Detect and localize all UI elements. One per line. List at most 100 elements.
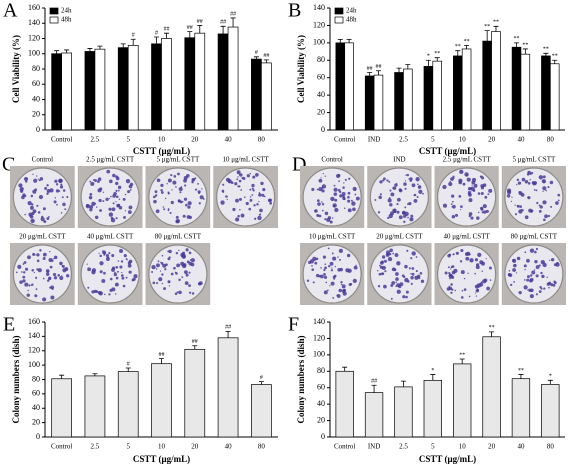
colony xyxy=(451,215,456,219)
colony xyxy=(378,272,382,276)
colony xyxy=(379,193,382,196)
colony xyxy=(236,170,241,175)
colony xyxy=(402,295,406,299)
colony xyxy=(530,209,534,213)
colony xyxy=(22,279,26,283)
colony xyxy=(179,191,182,194)
colony xyxy=(64,267,69,271)
colony xyxy=(42,252,47,257)
colony xyxy=(167,208,170,211)
colony xyxy=(124,210,127,212)
significance-label: ** xyxy=(522,42,528,48)
error-bar xyxy=(154,36,160,44)
colony xyxy=(102,200,105,203)
colony xyxy=(352,186,357,191)
x-tick-label: 2.5 xyxy=(91,136,100,144)
colony xyxy=(531,270,536,275)
colony xyxy=(474,292,477,294)
colony xyxy=(333,184,336,187)
bar xyxy=(184,37,196,131)
photo-caption: 20 μg/mL CSTT xyxy=(376,233,423,241)
colony xyxy=(234,182,238,186)
error-bar xyxy=(367,72,373,76)
error-bar xyxy=(375,70,381,76)
colony xyxy=(538,290,542,294)
colony xyxy=(198,191,201,195)
dish xyxy=(369,167,429,227)
x-tick-label: 5 xyxy=(431,443,435,451)
colony xyxy=(404,187,407,190)
colony xyxy=(26,293,30,297)
colony xyxy=(314,209,318,213)
colony xyxy=(416,196,419,199)
x-tick-label: 2.5 xyxy=(399,136,408,144)
colony xyxy=(411,272,415,276)
colony xyxy=(415,270,418,273)
x-tick-label: 80 xyxy=(547,136,555,144)
colony xyxy=(110,218,116,223)
legend-label: 48h xyxy=(346,16,357,24)
bar xyxy=(335,370,354,438)
colony xyxy=(315,273,320,278)
colony xyxy=(256,203,259,206)
colony xyxy=(15,271,18,274)
colony xyxy=(466,174,469,177)
colony xyxy=(350,199,353,202)
colony xyxy=(409,179,413,182)
colony xyxy=(352,207,356,212)
colony xyxy=(479,176,482,178)
colony xyxy=(55,183,59,186)
colony xyxy=(261,193,265,197)
y-tick-label: 160 xyxy=(28,3,40,12)
colony xyxy=(395,277,399,281)
colony xyxy=(97,177,102,181)
colony xyxy=(404,180,407,182)
bar xyxy=(151,363,172,438)
colony xyxy=(332,297,335,299)
colony xyxy=(461,289,464,292)
colony xyxy=(32,173,34,175)
colony xyxy=(160,183,164,188)
x-tick-label: 40 xyxy=(517,443,525,451)
colony xyxy=(163,208,166,211)
significance-label: ** xyxy=(514,36,520,42)
colony xyxy=(173,266,176,270)
colony xyxy=(452,253,455,256)
colony xyxy=(387,216,390,220)
colony xyxy=(324,211,329,216)
photo-caption: 5 μg/mL CSTT xyxy=(512,156,555,164)
colony xyxy=(117,260,120,262)
colony xyxy=(319,274,324,279)
colony xyxy=(398,188,403,193)
colony xyxy=(339,258,341,261)
y-tick-label: 140 xyxy=(28,331,40,340)
significance-label: ** xyxy=(434,51,440,57)
bar xyxy=(394,72,404,131)
colony xyxy=(409,217,414,222)
colony xyxy=(341,289,346,293)
y-tick-label: 100 xyxy=(313,38,325,47)
colony xyxy=(89,205,94,209)
colony xyxy=(321,209,324,212)
colony xyxy=(348,177,351,180)
colony xyxy=(543,218,546,222)
y-tick-label: 120 xyxy=(28,346,40,355)
colony xyxy=(34,294,38,298)
colony xyxy=(341,284,346,289)
colony xyxy=(379,265,384,269)
colony xyxy=(127,263,132,268)
colony xyxy=(94,215,99,220)
colony xyxy=(199,195,204,200)
colony xyxy=(128,270,132,274)
colony xyxy=(169,211,172,215)
colony xyxy=(251,183,255,188)
colony xyxy=(388,180,391,183)
significance-label: # xyxy=(255,50,258,56)
colony xyxy=(99,270,103,274)
error-bar xyxy=(543,52,549,56)
colony xyxy=(328,264,331,268)
colony xyxy=(89,192,93,196)
colony xyxy=(347,208,352,213)
